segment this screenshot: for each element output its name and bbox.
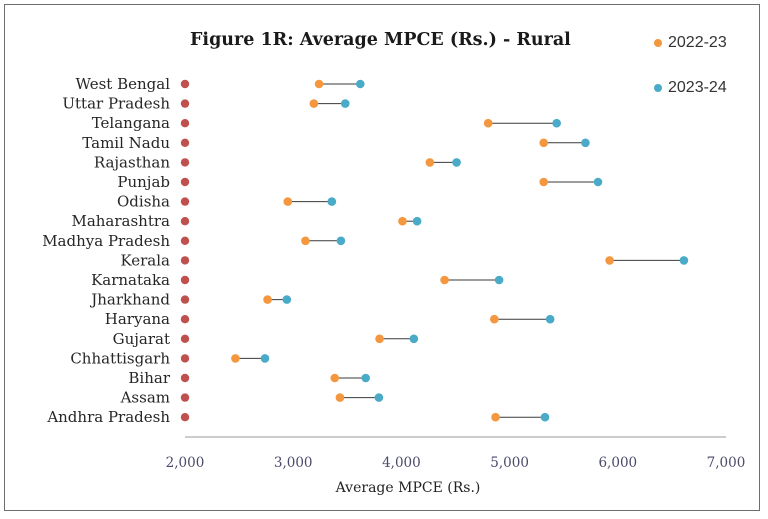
category-label: Chhattisgarh: [70, 349, 170, 367]
category-marker: [180, 334, 190, 343]
point-2023-24: [494, 275, 504, 285]
category-label: Andhra Pradesh: [46, 408, 170, 426]
category-label: Jharkhand: [89, 291, 170, 309]
point-2023-24: [355, 79, 365, 89]
point-2022-23: [309, 99, 319, 108]
category-label: Kerala: [120, 251, 170, 269]
category-marker: [180, 99, 190, 108]
point-2023-24: [282, 295, 292, 304]
category-marker: [180, 295, 190, 304]
category-marker: [180, 217, 190, 226]
category-marker: [180, 413, 190, 422]
marks-layer: [231, 79, 689, 422]
point-2022-23: [539, 138, 548, 148]
point-2022-23: [398, 216, 407, 226]
category-label: Karnataka: [91, 271, 170, 289]
category-marker: [180, 138, 190, 147]
point-2022-23: [330, 373, 340, 383]
category-marker: [180, 315, 190, 324]
point-2022-23: [539, 177, 548, 187]
point-2022-23: [263, 295, 272, 304]
point-2022-23: [301, 236, 310, 246]
point-2022-23: [231, 354, 240, 363]
point-2023-24: [409, 334, 419, 344]
category-marker: [180, 373, 190, 383]
point-2023-24: [552, 118, 561, 128]
point-2023-24: [545, 314, 555, 324]
point-2023-24: [581, 138, 590, 148]
point-2023-24: [412, 216, 422, 226]
point-2023-24: [260, 354, 270, 363]
legend-item-2022-23: 2022-23: [654, 34, 727, 52]
x-axis-label: Average MPCE (Rs.): [335, 480, 481, 496]
category-marker: [180, 177, 190, 187]
category-label: Gujarat: [113, 330, 170, 348]
point-2022-23: [490, 314, 499, 324]
category-marker: [180, 256, 190, 265]
point-2023-24: [452, 158, 461, 167]
point-2022-23: [335, 393, 345, 402]
category-label: Punjab: [117, 173, 170, 191]
legend-marker-2022-23: [654, 39, 662, 47]
point-2023-24: [374, 393, 384, 402]
category-marker: [180, 158, 190, 167]
point-2022-23: [491, 412, 500, 422]
point-2022-23: [440, 275, 449, 285]
point-2023-24: [340, 99, 350, 108]
category-label: Maharashtra: [71, 212, 170, 230]
x-tick-label: 7,000: [707, 455, 746, 471]
category-marker: [180, 236, 190, 245]
category-marker: [180, 119, 190, 128]
point-2022-23: [425, 158, 435, 167]
category-marker: [180, 354, 190, 363]
x-tick-label: 5,000: [490, 455, 529, 471]
chart-title: Figure 1R: Average MPCE (Rs.) - Rural: [190, 30, 571, 50]
legend-item-2023-24: 2023-24: [654, 79, 727, 97]
category-label: Rajasthan: [94, 153, 171, 171]
point-2023-24: [679, 256, 689, 265]
axis-layer: 2,000 3,000 4,000 5,000 6,000 7,000: [166, 436, 746, 471]
category-label: Uttar Pradesh: [62, 95, 170, 113]
chart-frame: [4, 4, 760, 511]
point-2022-23: [283, 197, 293, 206]
point-2023-24: [336, 236, 346, 246]
point-2023-24: [593, 177, 603, 187]
category-label: Madhya Pradesh: [42, 232, 170, 250]
category-label: Telangana: [92, 114, 170, 132]
legend-label-2023-24: 2023-24: [668, 79, 727, 96]
point-2022-23: [483, 118, 493, 128]
category-label: West Bengal: [76, 75, 171, 93]
point-2023-24: [361, 373, 370, 383]
point-2023-24: [540, 412, 550, 422]
category-marker: [180, 275, 190, 285]
x-tick-label: 3,000: [274, 455, 313, 471]
legend-marker-2023-24: [654, 84, 662, 92]
point-2022-23: [375, 334, 384, 344]
category-marker: [180, 79, 190, 89]
legend-label-2022-23: 2022-23: [668, 34, 727, 51]
x-tick-label: 6,000: [598, 455, 637, 471]
x-tick-label: 2,000: [166, 455, 205, 471]
point-2022-23: [605, 256, 614, 265]
category-label: Bihar: [128, 369, 170, 387]
category-label: Haryana: [105, 310, 170, 328]
point-2023-24: [327, 197, 337, 206]
category-marker: [180, 393, 190, 402]
category-label: Odisha: [117, 193, 170, 211]
x-tick-label: 4,000: [382, 455, 421, 471]
category-marker: [180, 197, 190, 206]
category-label: Tamil Nadu: [82, 134, 170, 152]
point-2022-23: [314, 79, 324, 89]
category-label: Assam: [120, 389, 170, 407]
